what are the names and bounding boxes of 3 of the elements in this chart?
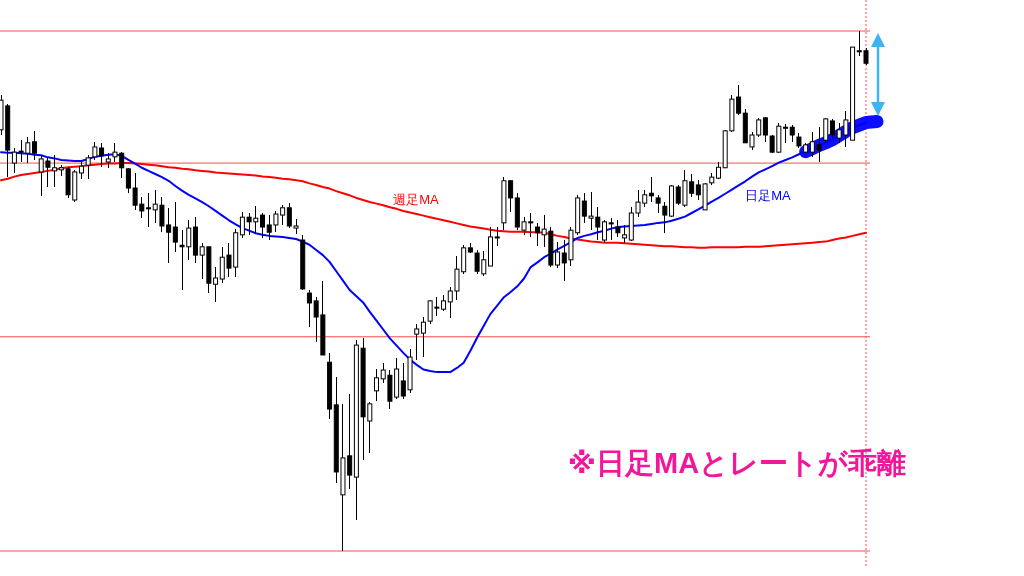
series-label: 週足MA	[393, 191, 440, 207]
annotation: ※日足MAとレートが乖離	[567, 447, 907, 479]
series-label: 日足MA	[745, 188, 792, 204]
